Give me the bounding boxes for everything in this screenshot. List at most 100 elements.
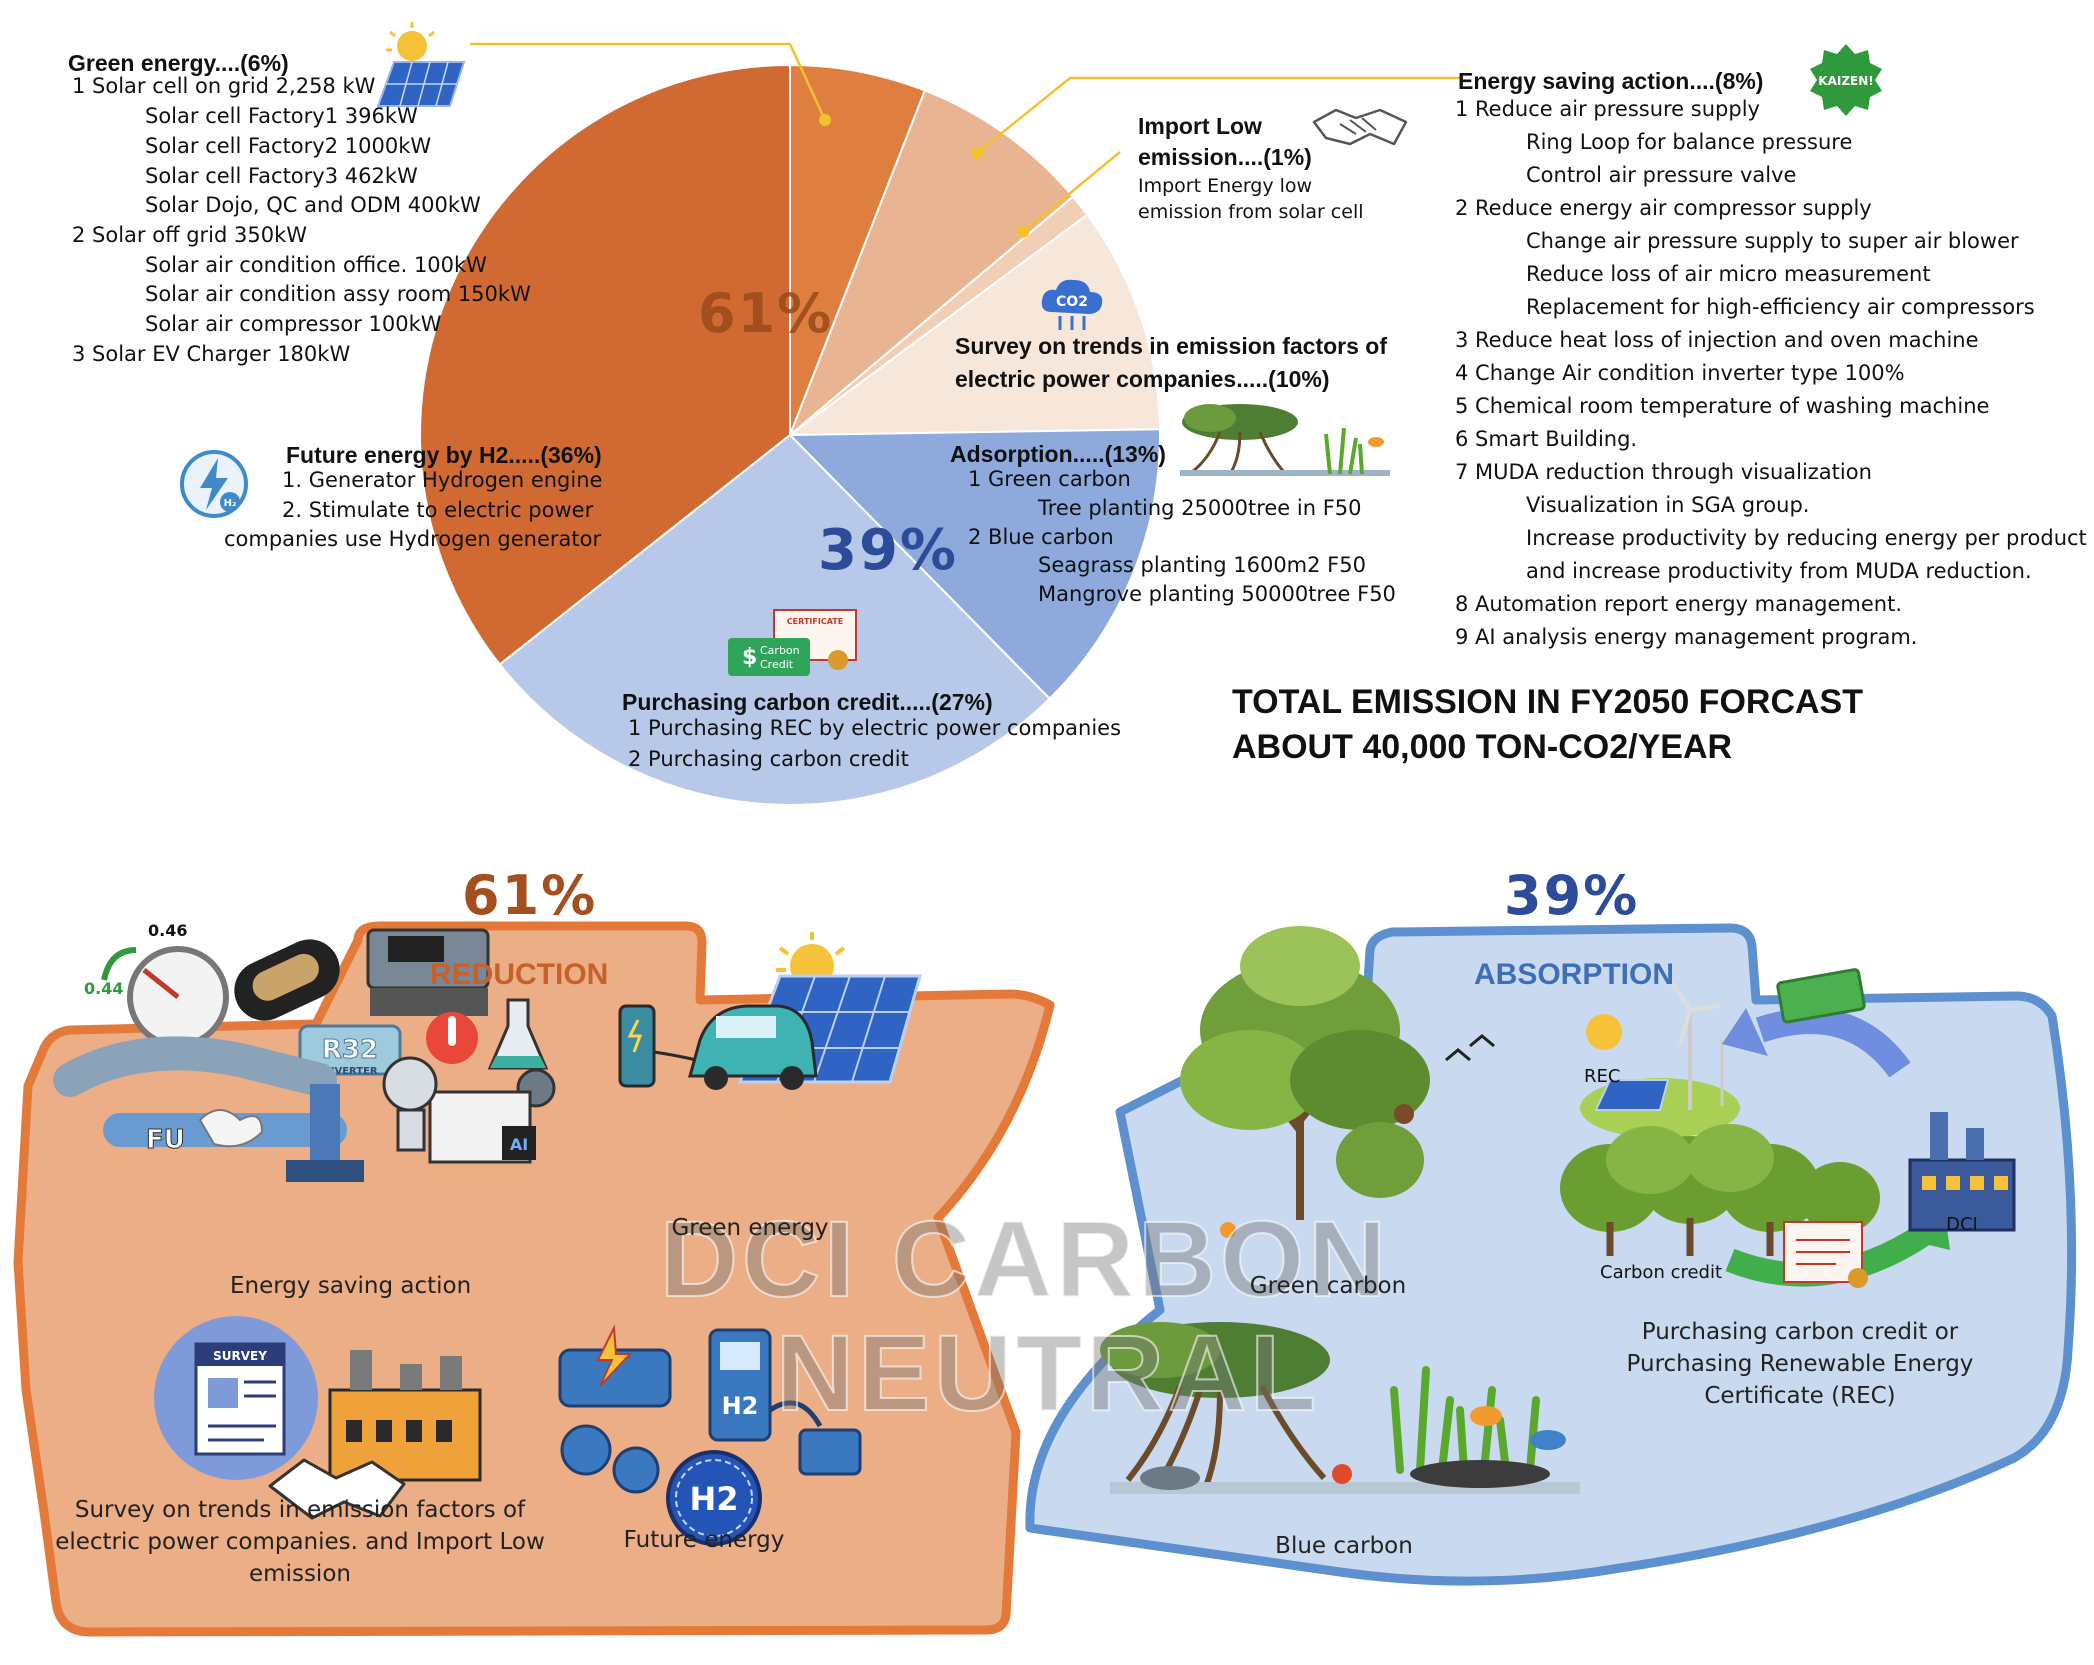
co2-text: CO2 [1056, 294, 1088, 310]
carbon-credit-label: Carbon credit [1600, 1262, 1722, 1283]
solar-panel-icon [376, 22, 466, 107]
blue-carbon-caption: Blue carbon [1275, 1533, 1413, 1559]
energy-saving-line: Change air pressure supply to super air … [1526, 229, 2019, 253]
green-energy-line: Solar air compressor 100kW [145, 312, 442, 336]
energy-saving-line: 3 Reduce heat loss of injection and oven… [1455, 328, 1979, 352]
gauge-value-044: 0.44 [84, 979, 123, 998]
rec-wind-solar-icon: REC [1580, 978, 1740, 1138]
certificate-text: CERTIFICATE [787, 617, 843, 626]
import-low-title: Import Low [1138, 113, 1262, 139]
cooling-tower-icon [286, 1084, 364, 1182]
survey-caption: electric power companies. and Import Low [55, 1529, 545, 1555]
green-energy-caption: Green energy [671, 1215, 829, 1241]
energy-saving-line: and increase productivity from MUDA redu… [1526, 559, 2032, 583]
future-energy-line: 2. Stimulate to electric power [282, 498, 594, 522]
green-energy-line: Solar air condition office. 100kW [145, 253, 487, 277]
energy-saving-line: Replacement for high-efficiency air comp… [1526, 295, 2035, 319]
green-energy-line: 1 Solar cell on grid 2,258 kW [72, 74, 376, 98]
hydrogen-station-icon: H2 H2 [558, 1324, 862, 1546]
green-energy-line: Solar cell Factory3 462kW [145, 164, 418, 188]
pie-slice-energy-saving-action [789, 89, 1075, 436]
pie-label-61: 61% [698, 282, 834, 345]
total-emission-line: TOTAL EMISSION IN FY2050 FORCAST [1232, 683, 1863, 721]
ev-charging-solar-icon [618, 932, 922, 1090]
inverter-text: INVERTER [322, 1066, 378, 1077]
reduction-percent: 61% [462, 864, 598, 927]
energy-saving-line: 5 Chemical room temperature of washing m… [1455, 394, 1990, 418]
carbon-credit-icon: CERTIFICATE $ Carbon Credit [728, 609, 857, 676]
energy-saving-line: 6 Smart Building. [1455, 427, 1638, 451]
r32-text: R32 [322, 1035, 378, 1065]
carbon-credit-trees-icon: Carbon credit [1560, 1124, 1880, 1283]
adsorption-title: Adsorption.....(13%) [950, 441, 1166, 467]
survey-factory-icon: SURVEY [154, 1316, 482, 1520]
energy-saving-line: Reduce loss of air micro measurement [1526, 262, 1931, 286]
watermark-line2: NEUTRAL [775, 1311, 1320, 1434]
leader-lines [470, 42, 1460, 233]
adsorption-line: Tree planting 25000tree in F50 [1038, 496, 1362, 520]
future-energy-line: 1. Generator Hydrogen engine [282, 468, 603, 492]
kaizen-text: KAIZEN! [1818, 74, 1873, 88]
pie-slice-adsorption [787, 428, 1161, 701]
energy-saving-line: 1 Reduce air pressure supply [1455, 97, 1760, 121]
green-energy-line: 3 Solar EV Charger 180kW [72, 342, 351, 366]
survey-title: Survey on trends in emission factors of [955, 333, 1387, 359]
energy-saving-caption: Energy saving action [230, 1273, 472, 1299]
energy-saving-line: Increase productivity by reducing energy… [1526, 526, 2087, 550]
fu-text: FU [146, 1125, 185, 1155]
import-low-title: emission....(1%) [1138, 144, 1312, 170]
purchase-caption: Purchasing carbon credit or [1641, 1319, 1959, 1345]
mangrove-seagrass-icon [1180, 404, 1390, 476]
dci-label: DCI [1946, 1214, 1978, 1235]
energy-saving-line: 8 Automation report energy management. [1455, 592, 1903, 616]
watermark-line1: DCI CARBON [659, 1197, 1390, 1320]
rec-label: REC [1584, 1066, 1620, 1087]
energy-saving-line: 2 Reduce energy air compressor supply [1455, 196, 1872, 220]
purchase-caption: Purchasing Renewable Energy [1626, 1351, 1974, 1377]
r32-inverter-icon: R32 INVERTER [298, 1024, 402, 1077]
hydrogen-icon: H₂ [180, 450, 248, 518]
insulated-pipe-icon [234, 939, 340, 1021]
kaizen-badge-icon: KAIZEN! [1810, 44, 1882, 116]
credit-badge-text: Credit [760, 658, 794, 671]
gauge-value-046: 0.46 [148, 921, 187, 940]
future-energy-title: Future energy by H2.....(36%) [286, 442, 602, 468]
future-energy-caption: Future energy [623, 1527, 785, 1553]
ai-robot-icon: AI [382, 1056, 536, 1164]
pie-slice-future-energy-by-h2 [419, 63, 791, 666]
h2-station-text: H2 [722, 1392, 759, 1420]
purchase-caption: Certificate (REC) [1704, 1383, 1896, 1409]
co2-cloud-icon: CO2 [1041, 279, 1103, 330]
carbon-badge-text: Carbon [760, 644, 800, 657]
adsorption-line: Seagrass planting 1600m2 F50 [1038, 553, 1366, 577]
purchasing-line: 1 Purchasing REC by electric power compa… [628, 716, 1122, 740]
svg-text:$: $ [742, 645, 757, 670]
adsorption-line: Mangrove planting 50000tree F50 [1038, 582, 1396, 606]
green-energy-line: Solar Dojo, QC and ODM 400kW [145, 193, 481, 217]
energy-saving-title: Energy saving action....(8%) [1458, 68, 1764, 94]
future-energy-line: companies use Hydrogen generator [224, 527, 602, 551]
adsorption-line: 2 Blue carbon [968, 525, 1114, 549]
absorption-percent: 39% [1504, 864, 1640, 927]
total-emission-line: ABOUT 40,000 TON-CO2/YEAR [1232, 728, 1733, 766]
ai-text: AI [510, 1135, 528, 1154]
reduction-title: REDUCTION [430, 958, 609, 991]
energy-saving-line: Visualization in SGA group. [1526, 493, 1810, 517]
survey-doc-text: SURVEY [213, 1349, 267, 1363]
energy-saving-line: Control air pressure valve [1526, 163, 1797, 187]
bottom-panels: 0.46 0.44 R32 INVERTER FU AI [13, 921, 2077, 1637]
survey-caption: Survey on trends in emission factors of [74, 1497, 526, 1523]
blue-carbon-mangrove-icon [1100, 1322, 1580, 1494]
measurement-case-icon [366, 928, 490, 1016]
pie-slice-survey-on-trends-in-emission-factors-of-electric-power-companies [786, 213, 1161, 437]
dci-factory-icon: DCI [1908, 1112, 2016, 1235]
air-blower-icon: FU [53, 1036, 347, 1156]
green-energy-line: Solar cell Factory2 1000kW [145, 134, 432, 158]
green-energy-line: Solar cell Factory1 396kW [145, 104, 418, 128]
purchasing-line: 2 Purchasing carbon credit [628, 747, 909, 771]
import-low-line: emission from solar cell [1138, 201, 1364, 223]
adsorption-line: 1 Green carbon [968, 467, 1131, 491]
green-carbon-caption: Green carbon [1249, 1273, 1407, 1299]
handshake-icon [1312, 108, 1408, 146]
survey-caption: emission [249, 1561, 351, 1587]
